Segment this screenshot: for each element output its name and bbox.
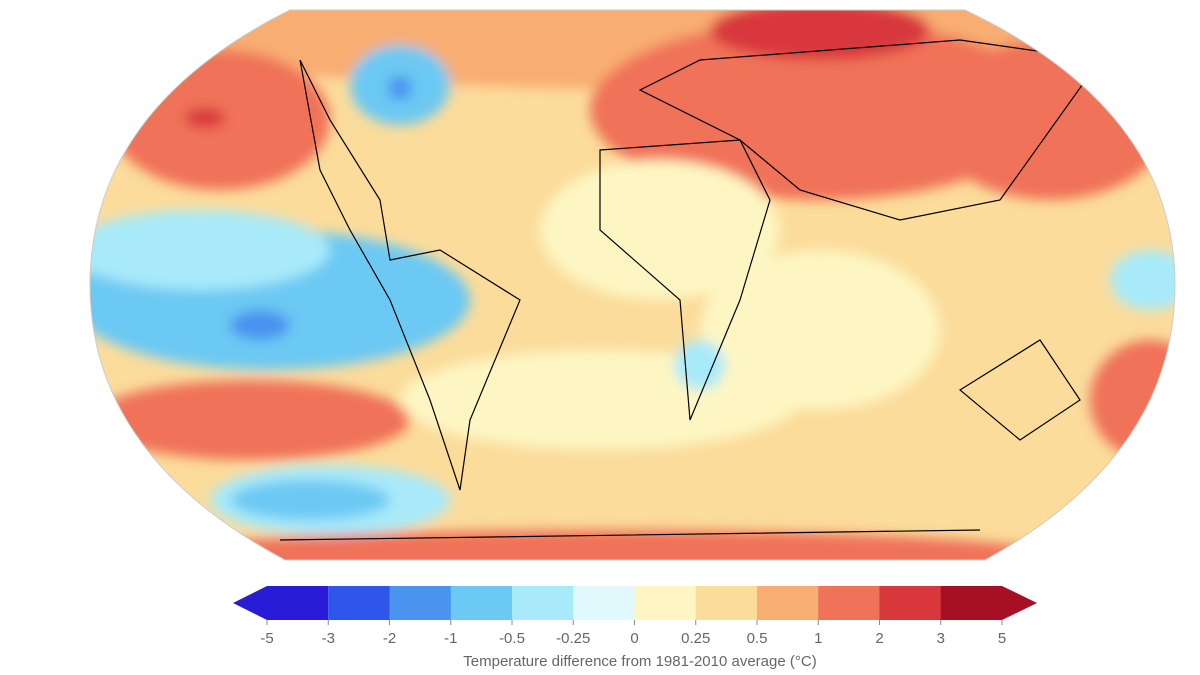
colorbar-segment [818, 586, 880, 620]
colorbar-tick-label: 0 [630, 630, 638, 647]
colorbar-segment [695, 586, 758, 620]
colorbar-segment [573, 586, 635, 620]
colorbar-segment [634, 586, 697, 620]
colorbar-tick-label: 1 [814, 630, 822, 647]
anomaly-map [90, 10, 1175, 560]
colorbar-tick-label: -1 [444, 630, 457, 647]
colorbar-tick-label: -2 [383, 630, 396, 647]
colorbar-segment [389, 586, 452, 620]
colorbar-tick-label: 0.25 [681, 630, 710, 647]
colorbar-tick-label: -0.5 [499, 630, 525, 647]
colorbar-tick-label: 5 [998, 630, 1006, 647]
colorbar-segment [879, 586, 942, 620]
colorbar-segment [328, 586, 390, 620]
colorbar-label: Temperature difference from 1981-2010 av… [463, 653, 816, 670]
map-border [89, 9, 1176, 561]
colorbar-tick-label: 0.5 [747, 630, 768, 647]
colorbar-extend [233, 586, 329, 620]
colorbar-extend [940, 586, 1037, 620]
colorbar-tick-label: -3 [322, 630, 335, 647]
colorbar: -5 -3 -2 -1 -0.5 -0.25 0 0.25 0.5 1 2 3 5 [233, 586, 1037, 647]
colorbar-tick-label: -5 [260, 630, 273, 647]
colorbar-segment [757, 586, 819, 620]
colorbar-tick-label: 3 [937, 630, 945, 647]
colorbar-tick-label: 2 [875, 630, 883, 647]
colorbar-tick-label: -0.25 [556, 630, 590, 647]
colorbar-segment [512, 586, 574, 620]
colorbar-segment [450, 586, 513, 620]
